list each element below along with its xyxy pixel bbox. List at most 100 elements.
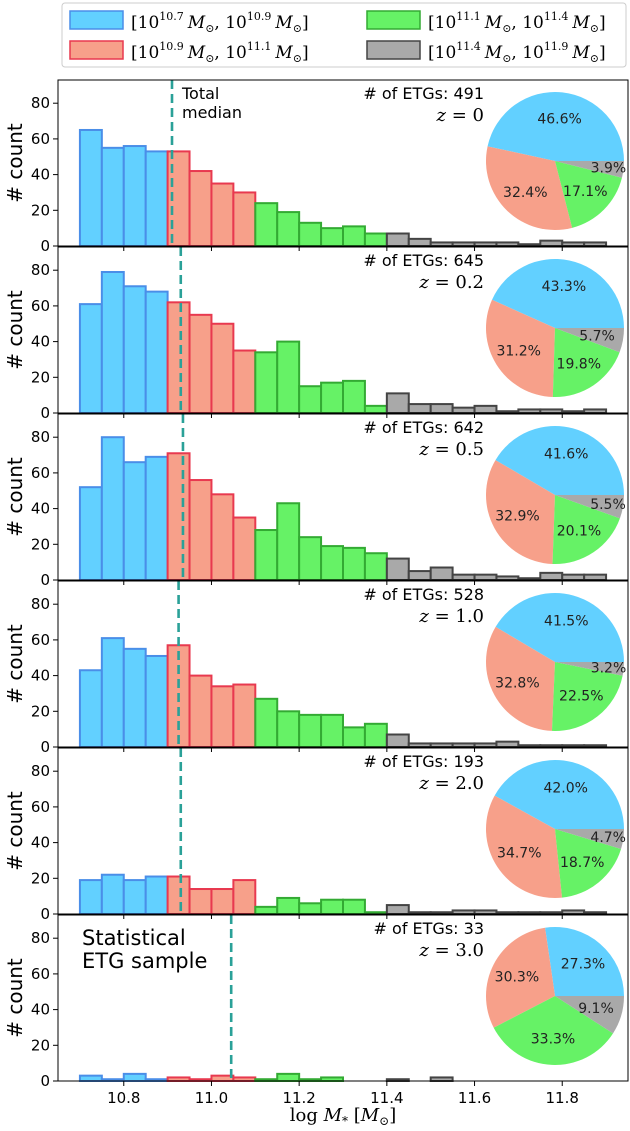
histogram-bar: [385, 232, 410, 247]
histogram-bar: [429, 1076, 454, 1083]
x-tick-label: 11.4: [370, 1089, 403, 1107]
composition-pie: 27.3% 30.3% 33.3%9.1%: [486, 927, 625, 1066]
histogram-bar: [232, 191, 257, 247]
histogram-bar: [232, 879, 257, 916]
y-axis-label: # count: [3, 457, 27, 537]
histogram-bar: [385, 733, 410, 749]
legend-swatch-red: [69, 40, 124, 60]
histogram-bar: [407, 570, 432, 582]
histogram-bar: [78, 486, 103, 581]
pie-slice-label: 33.3%: [531, 1032, 575, 1048]
histogram-bar: [473, 742, 498, 748]
composition-pie: 42.0% 34.7% 18.7% 4.7%: [485, 759, 626, 898]
sample-note-line2: ETG sample: [82, 949, 207, 973]
histogram-bar: [276, 896, 301, 916]
histogram-bar: [210, 182, 235, 247]
histogram-bar: [122, 879, 147, 916]
histogram-bar: [342, 898, 366, 915]
histogram-bar: [451, 742, 476, 748]
histogram-bar: [122, 647, 147, 749]
pie-slice: [555, 328, 624, 353]
y-tick-label: 80: [31, 762, 50, 780]
histogram-bar: [144, 654, 169, 748]
histogram-bar: [320, 227, 344, 247]
histogram-bar: [232, 349, 257, 414]
y-tick-label: 80: [31, 261, 50, 279]
pie-slice-label: 42.0%: [543, 781, 587, 797]
legend-label-1: [1010.7 M⊙, 1010.9 M⊙]: [131, 10, 309, 35]
panel-frame: [57, 79, 629, 247]
y-tick-label: 60: [31, 130, 50, 148]
histogram-bar: [407, 403, 432, 414]
y-tick-label: 20: [31, 1036, 50, 1054]
histogram-bar: [539, 571, 564, 581]
histogram-bar: [188, 674, 213, 748]
histogram-bar: [210, 322, 235, 414]
histogram-bar: [495, 740, 520, 749]
histogram-bar: [254, 697, 279, 748]
y-tick-label: 80: [31, 929, 50, 947]
x-tick-label: 11.8: [546, 1089, 579, 1107]
histogram-bar: [144, 150, 169, 247]
pie-slice-label: 43.3%: [542, 279, 586, 295]
histogram-bar: [100, 436, 125, 582]
histogram-bar: [342, 726, 366, 748]
y-tick-label: 0: [40, 738, 50, 756]
y-axis-label: # count: [3, 624, 27, 704]
pie-slice-label: 22.5%: [559, 689, 603, 705]
pie-slice-label: 19.8%: [557, 357, 601, 373]
histogram-bar: [298, 221, 323, 248]
pie-slice-label: 41.6%: [544, 447, 588, 463]
histogram-bar: [122, 1072, 147, 1082]
pie-slice-label: 34.7%: [497, 846, 541, 862]
histogram-bar: [429, 403, 454, 414]
histogram-bar: [320, 381, 344, 415]
y-axis-label: # count: [3, 123, 27, 203]
pie-slice: [493, 996, 614, 1066]
y-axis-label: # count: [3, 791, 27, 871]
histogram-bar: [561, 909, 586, 915]
x-tick-label: 11.6: [458, 1089, 491, 1107]
histogram-bar: [363, 722, 388, 748]
etg-count-label: # of ETGs: 193: [363, 752, 484, 771]
pie-slice: [555, 161, 622, 228]
histogram-bar: [320, 898, 344, 915]
composition-pie: 41.6% 32.9% 20.1% 5.5%: [485, 425, 626, 565]
histogram-bar: [276, 340, 301, 415]
pie-slice: [551, 662, 623, 731]
legend-entry-2: [1010.9 M⊙, 1011.1 M⊙]: [69, 40, 309, 65]
y-axis-label: # count: [3, 290, 27, 370]
histogram-bar: [100, 146, 125, 247]
histogram-bar: [100, 270, 125, 414]
pie-slice-label: 5.7%: [579, 329, 615, 345]
legend-swatch-green: [366, 10, 421, 30]
median-annotation-line1: Total: [181, 84, 219, 103]
pie-slice-label: 41.5%: [544, 614, 588, 630]
etg-count-label: # of ETGs: 33: [374, 919, 484, 938]
histogram-bar: [385, 557, 410, 582]
histogram-bar: [210, 888, 235, 916]
y-tick-label: 20: [31, 535, 50, 553]
redshift-label: z = 1.0: [418, 606, 484, 627]
histogram-bar: [473, 573, 498, 582]
panel-6: 0 20 40 60 80# count # of ETGs: 33 z = 3.0 Stat…: [3, 914, 629, 1090]
histogram-bar: [298, 536, 323, 581]
histogram-bar: [122, 145, 147, 247]
histogram-bar: [166, 301, 191, 414]
histogram-bar: [254, 529, 279, 582]
etg-count-label: # of ETGs: 491: [363, 84, 484, 103]
pie-slice: [486, 626, 555, 731]
histogram-bar: [122, 285, 147, 414]
redshift-label: z = 0.2: [418, 272, 484, 293]
pie-slice-label: 18.7%: [560, 855, 604, 871]
histogram-bar: [298, 902, 323, 915]
histogram-bar: [188, 170, 213, 247]
y-tick-label: 80: [31, 428, 50, 446]
histogram-bar: [495, 241, 520, 247]
y-tick-label: 20: [31, 869, 50, 887]
y-tick-label: 40: [31, 667, 50, 685]
